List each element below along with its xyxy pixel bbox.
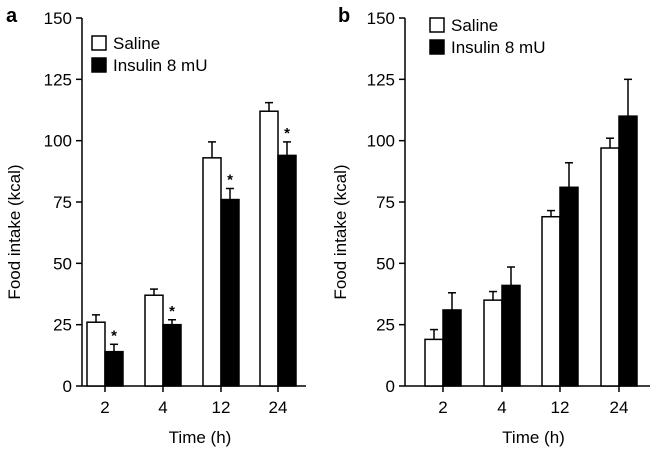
significance-marker: * [169,303,175,320]
y-tick-label: 75 [53,193,72,212]
x-tick-label: 24 [269,398,288,417]
bar [86,321,106,387]
bar [104,350,124,387]
bar [442,309,462,387]
y-axis-title: Food intake (kcal) [331,164,350,299]
chart-panel-a: a 0 25 50 75 100 125 150 Food intake (kcal) * 2 * 4 *… [5,5,306,447]
y-tick-label: 25 [53,316,72,335]
x-tick-label: 12 [212,398,231,417]
bar [259,110,279,387]
bar [483,299,503,387]
legend-swatch [91,35,107,51]
bar [202,157,222,387]
x-tick-label: 12 [551,398,570,417]
x-axis-title: Time (h) [169,428,232,447]
x-tick-label: 4 [497,398,506,417]
legend-swatch [429,39,445,55]
x-tick-label: 2 [438,398,447,417]
y-tick-label: 100 [367,132,395,151]
bar [559,186,579,387]
y-tick-label: 0 [63,377,72,396]
bar [600,147,620,387]
y-axis-title: Food intake (kcal) [5,164,24,299]
bar [162,323,182,387]
bar [618,115,638,387]
y-tick-label: 75 [376,193,395,212]
y-tick-label: 125 [367,70,395,89]
bar [424,338,444,387]
bar [277,154,297,387]
legend-label: Saline [113,34,160,53]
bar [220,198,240,387]
significance-marker: * [111,327,117,344]
panel-letter: a [6,5,18,27]
y-tick-label: 150 [367,9,395,28]
legend-swatch [429,17,445,33]
legend-label: Insulin 8 mU [451,38,545,57]
y-tick-label: 150 [44,9,72,28]
bar [144,294,164,387]
x-tick-label: 2 [100,398,109,417]
y-tick-label: 50 [376,254,395,273]
legend-label: Insulin 8 mU [113,56,207,75]
significance-marker: * [227,172,233,189]
bar [501,284,521,387]
panel-letter: b [338,5,350,27]
y-tick-label: 100 [44,132,72,151]
legend-swatch [91,57,107,73]
x-tick-label: 4 [158,398,167,417]
x-tick-label: 24 [610,398,629,417]
y-tick-label: 125 [44,70,72,89]
significance-marker: * [284,125,290,142]
legend-label: Saline [451,16,498,35]
y-tick-label: 0 [386,377,395,396]
bar [541,215,561,387]
x-axis-title: Time (h) [502,428,565,447]
y-tick-label: 50 [53,254,72,273]
y-tick-label: 25 [376,316,395,335]
